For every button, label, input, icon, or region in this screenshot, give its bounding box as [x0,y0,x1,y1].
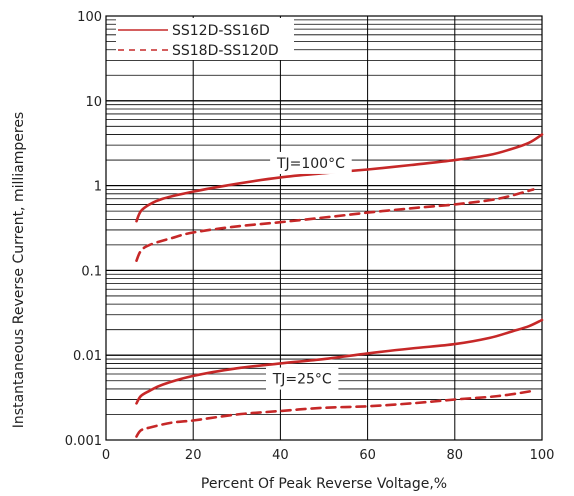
series-line-solid [135,318,544,405]
x-tick-label: 100 [530,448,555,463]
y-tick-label: 10 [85,95,102,110]
x-tick-label: 20 [185,448,202,463]
y-tick-label: 0.01 [73,349,102,364]
annotation-box [266,367,339,390]
x-tick-label: 0 [102,448,110,463]
legend-label: SS12D-SS16D [172,23,270,39]
x-axis-title: Percent Of Peak Reverse Voltage,% [201,476,447,492]
annotations: TJ=100°C TJ=25°C [266,151,352,390]
annotation-label: TJ=100°C [276,156,345,172]
ticks: 0 20 40 60 80 100 0.001 0.01 0.1 1 10 100 [65,10,555,463]
annotation-label: TJ=25°C [272,372,332,388]
y-axis-title: Instantaneous Reverse Current, milliampe… [11,112,27,428]
x-tick-label: 40 [272,448,289,463]
legend: SS12D-SS16D SS18D-SS120D [116,18,294,60]
y-tick-label: 0.001 [65,434,102,449]
series-line-dashed [135,188,535,262]
annotation-box [270,151,352,174]
legend-box [116,18,294,60]
x-tick-label: 60 [359,448,376,463]
y-tick-label: 0.1 [81,264,102,279]
y-tick-label: 100 [77,10,102,25]
series-line-dashed [135,389,535,438]
y-tick-label: 1 [94,180,102,195]
x-tick-label: 80 [447,448,464,463]
legend-label: SS18D-SS120D [172,43,279,59]
